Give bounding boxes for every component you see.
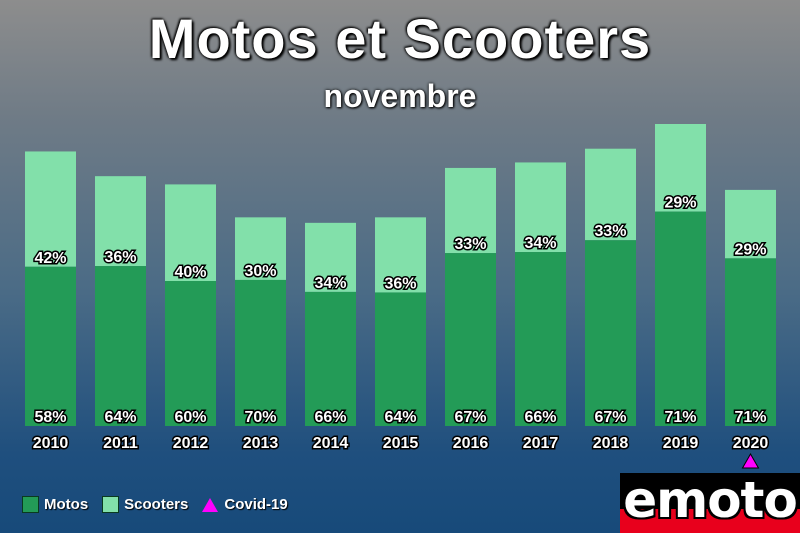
bar-scooters-2010 — [25, 151, 76, 267]
bar-scooters-2014 — [305, 222, 356, 292]
data-label-motos-2014: 66% — [314, 409, 346, 426]
logo-black-band — [620, 473, 800, 509]
data-label-scooters-2015: 36% — [384, 275, 416, 292]
bar-scooters-2012 — [165, 184, 216, 282]
legend-label-motos: Motos — [44, 496, 89, 513]
bar-motos-2020 — [725, 258, 776, 426]
data-label-motos-2010: 58% — [34, 409, 66, 426]
data-label-motos-2015: 64% — [384, 409, 416, 426]
bar-motos-2015 — [375, 292, 426, 426]
x-tick-label-2015: 2015 — [383, 435, 419, 452]
data-label-motos-2012: 60% — [174, 409, 206, 426]
data-label-motos-2013: 70% — [244, 409, 276, 426]
emoto-logo[interactable]: emoto — [620, 473, 800, 533]
bar-scooters-2020 — [725, 189, 776, 259]
x-tick-label-2012: 2012 — [173, 435, 209, 452]
legend-item-covid: Covid-19 — [202, 496, 288, 513]
x-tick-label-2011: 2011 — [103, 435, 138, 452]
chart-subtitle: novembre — [323, 78, 477, 114]
data-label-scooters-2013: 30% — [244, 263, 276, 280]
bar-motos-2018 — [585, 240, 636, 426]
x-tick-label-2020: 2020 — [733, 435, 769, 452]
x-tick-label-2016: 2016 — [453, 435, 489, 452]
bar-motos-2010 — [25, 266, 76, 426]
data-label-motos-2019: 71% — [664, 409, 696, 426]
legend-label-covid: Covid-19 — [224, 496, 288, 513]
bar-motos-2011 — [95, 266, 146, 426]
data-label-motos-2016: 67% — [454, 409, 486, 426]
x-tick-label-2018: 2018 — [593, 435, 629, 452]
data-label-motos-2017: 66% — [524, 409, 556, 426]
legend-swatch-scooters — [102, 496, 120, 513]
data-label-scooters-2012: 40% — [174, 264, 206, 281]
bar-scooters-2018 — [585, 148, 636, 241]
data-label-motos-2018: 67% — [594, 409, 626, 426]
legend: Motos Scooters Covid-19 — [22, 496, 302, 513]
logo-red-band — [620, 509, 800, 533]
x-tick-label-2013: 2013 — [243, 435, 279, 452]
bar-motos-2012 — [165, 281, 216, 426]
covid-triangle-icon — [202, 497, 219, 512]
covid-marker-2020 — [741, 452, 760, 469]
bar-scooters-2019 — [655, 124, 706, 212]
legend-label-scooters: Scooters — [124, 496, 189, 513]
bar-scooters-2013 — [235, 217, 286, 280]
data-label-scooters-2016: 33% — [454, 236, 486, 253]
legend-swatch-motos — [22, 496, 39, 513]
data-label-motos-2011: 64% — [104, 409, 136, 426]
legend-item-scooters: Scooters — [102, 496, 188, 513]
data-label-scooters-2020: 29% — [734, 241, 766, 258]
x-tick-label-2017: 2017 — [523, 435, 559, 452]
legend-item-motos: Motos — [22, 496, 88, 513]
data-label-scooters-2010: 42% — [34, 250, 66, 267]
data-label-motos-2020: 71% — [734, 409, 766, 426]
bar-motos-2016 — [445, 253, 496, 426]
bar-scooters-2016 — [445, 167, 496, 254]
data-label-scooters-2018: 33% — [594, 223, 626, 240]
bar-scooters-2015 — [375, 217, 426, 293]
x-tick-label-2019: 2019 — [663, 435, 699, 452]
x-tick-label-2010: 2010 — [33, 435, 69, 452]
bar-motos-2014 — [305, 291, 356, 426]
bar-motos-2017 — [515, 252, 566, 426]
bar-scooters-2017 — [515, 162, 566, 253]
bar-scooters-2011 — [95, 176, 146, 267]
x-tick-label-2014: 2014 — [313, 435, 349, 452]
data-label-scooters-2017: 34% — [524, 235, 556, 252]
data-label-scooters-2019: 29% — [664, 195, 696, 212]
data-label-scooters-2014: 34% — [314, 275, 346, 292]
data-label-scooters-2011: 36% — [104, 249, 136, 266]
logo-text: emoto — [623, 473, 798, 529]
bar-motos-2013 — [235, 279, 286, 426]
chart-title: Motos et Scooters — [148, 7, 652, 70]
bar-motos-2019 — [655, 211, 706, 426]
